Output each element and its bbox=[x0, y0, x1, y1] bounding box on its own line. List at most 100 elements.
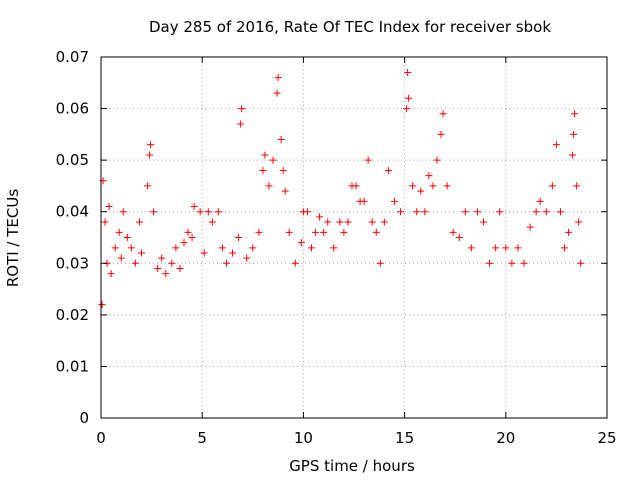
axis-ticks bbox=[100, 56, 608, 419]
data-point bbox=[259, 166, 267, 174]
data-point bbox=[368, 218, 376, 226]
data-point bbox=[467, 244, 475, 252]
data-point bbox=[204, 208, 212, 216]
data-point bbox=[235, 234, 243, 241]
data-point bbox=[307, 244, 315, 252]
x-tick-label: 10 bbox=[294, 429, 313, 447]
data-point bbox=[243, 254, 251, 262]
data-point bbox=[237, 120, 245, 128]
data-point bbox=[229, 249, 237, 257]
y-tick-label: 0.03 bbox=[56, 254, 89, 272]
data-point bbox=[473, 208, 481, 216]
data-point bbox=[526, 223, 534, 231]
data-point bbox=[291, 259, 299, 267]
data-point bbox=[320, 228, 328, 236]
y-tick-label: 0.05 bbox=[56, 151, 89, 169]
data-point bbox=[565, 228, 573, 236]
data-point bbox=[340, 228, 348, 236]
y-tick-label: 0.02 bbox=[56, 306, 89, 324]
y-axis-label: ROTI / TECUs bbox=[4, 189, 22, 287]
x-tick-label: 25 bbox=[597, 429, 616, 447]
data-point bbox=[312, 228, 320, 236]
data-point bbox=[119, 208, 127, 216]
data-point bbox=[127, 244, 135, 252]
data-points bbox=[98, 68, 585, 309]
data-point bbox=[433, 156, 441, 164]
chart-title: Day 285 of 2016, Rate Of TEC Index for r… bbox=[149, 18, 551, 36]
data-point bbox=[269, 156, 277, 164]
x-axis-label: GPS time / hours bbox=[289, 457, 415, 475]
data-point bbox=[208, 218, 216, 226]
data-point bbox=[461, 208, 469, 216]
data-point bbox=[123, 234, 131, 241]
data-point bbox=[218, 244, 226, 252]
data-point bbox=[577, 259, 585, 267]
data-point bbox=[575, 218, 583, 226]
data-point bbox=[255, 228, 263, 236]
data-point bbox=[344, 218, 352, 226]
data-point bbox=[273, 89, 281, 97]
data-point bbox=[162, 270, 170, 278]
data-point bbox=[455, 234, 463, 241]
data-point bbox=[425, 172, 433, 180]
data-point bbox=[496, 208, 504, 216]
data-point bbox=[443, 182, 451, 190]
data-point bbox=[360, 197, 368, 205]
data-point bbox=[384, 166, 392, 174]
plot-frame bbox=[100, 56, 608, 419]
data-point bbox=[573, 182, 581, 190]
data-point bbox=[190, 203, 198, 211]
data-point bbox=[154, 264, 162, 272]
data-point bbox=[176, 264, 184, 272]
y-tick-label: 0.06 bbox=[56, 100, 89, 118]
data-point bbox=[196, 208, 204, 216]
data-point bbox=[390, 197, 398, 205]
x-tick-label: 20 bbox=[496, 429, 515, 447]
data-point bbox=[281, 187, 289, 195]
y-tick-label: 0.07 bbox=[56, 48, 89, 66]
data-point bbox=[364, 156, 372, 164]
data-point bbox=[439, 110, 447, 118]
data-point bbox=[131, 259, 139, 267]
data-point bbox=[117, 254, 125, 262]
x-tick-label: 15 bbox=[395, 429, 414, 447]
data-point bbox=[274, 74, 282, 82]
x-tick-label: 0 bbox=[96, 429, 106, 447]
data-point bbox=[105, 203, 113, 211]
data-point bbox=[303, 208, 311, 216]
data-point bbox=[146, 151, 154, 159]
data-point bbox=[324, 218, 332, 226]
data-point bbox=[101, 218, 109, 226]
data-point bbox=[514, 244, 522, 252]
x-tick-label: 5 bbox=[197, 429, 207, 447]
data-point bbox=[492, 244, 500, 252]
data-point bbox=[265, 182, 273, 190]
data-point bbox=[376, 259, 384, 267]
data-point bbox=[168, 259, 176, 267]
data-point bbox=[570, 130, 578, 138]
data-point bbox=[542, 208, 550, 216]
data-point bbox=[380, 218, 388, 226]
data-point bbox=[214, 208, 222, 216]
tick-labels: 0 5 10 15 20 25 0 0.01 0.02 0.03 0.04 0.05 0.06 0.07 bbox=[56, 48, 617, 447]
data-point bbox=[404, 68, 412, 76]
data-point bbox=[372, 228, 380, 236]
data-point bbox=[137, 249, 145, 257]
y-tick-label: 0.04 bbox=[56, 203, 89, 221]
data-point bbox=[480, 218, 488, 226]
data-point bbox=[184, 228, 192, 236]
data-point bbox=[144, 182, 152, 190]
data-point bbox=[502, 244, 510, 252]
grid-lines bbox=[101, 57, 607, 418]
data-point bbox=[437, 130, 445, 138]
data-point bbox=[486, 259, 494, 267]
data-point bbox=[330, 244, 338, 252]
data-point bbox=[413, 208, 421, 216]
data-point bbox=[285, 228, 293, 236]
data-point bbox=[536, 197, 544, 205]
data-point bbox=[532, 208, 540, 216]
data-point bbox=[135, 218, 143, 226]
data-point bbox=[417, 187, 425, 195]
data-point bbox=[336, 218, 344, 226]
